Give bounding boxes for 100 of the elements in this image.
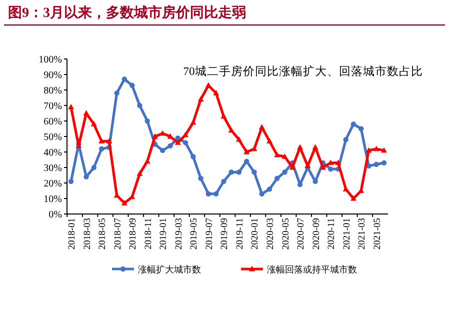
x-tick-label: 2021-03	[358, 218, 368, 250]
point	[259, 191, 264, 196]
point	[350, 195, 356, 201]
legend-label: 涨幅回落或持平城市数	[267, 264, 357, 274]
point	[289, 164, 296, 170]
point	[144, 158, 150, 164]
point	[258, 124, 265, 130]
point	[312, 144, 318, 150]
point	[236, 136, 242, 142]
point	[91, 164, 96, 170]
x-tick-label: 2019-03	[174, 218, 184, 250]
point	[190, 119, 196, 125]
point	[160, 130, 166, 136]
point	[282, 153, 288, 159]
legend-label: 涨幅扩大城市数	[138, 264, 201, 274]
point	[182, 132, 189, 138]
point	[213, 191, 219, 196]
point	[244, 158, 250, 164]
x-tick-label: 2020-07	[296, 218, 307, 250]
point	[381, 147, 387, 153]
x-tick-label: 2020-09	[312, 218, 322, 250]
point	[168, 143, 173, 148]
point	[220, 113, 227, 119]
point	[236, 170, 242, 175]
point	[114, 90, 120, 96]
point	[174, 140, 181, 145]
y-tick-label: 60%	[44, 116, 62, 128]
point	[373, 146, 380, 152]
point	[160, 148, 166, 154]
y-tick-label: 0%	[48, 210, 62, 220]
text: 70城二手房价同比涨幅扩大、回落城市数占比	[183, 64, 423, 78]
y-tick-label: 70%	[44, 101, 62, 112]
point	[343, 137, 348, 142]
point	[121, 200, 128, 206]
point	[206, 191, 212, 196]
x-tick-label: 2018-05	[98, 218, 108, 250]
point	[213, 90, 220, 96]
point	[198, 176, 204, 181]
point	[129, 82, 135, 88]
point	[252, 170, 257, 175]
point	[274, 152, 280, 158]
y-tick-label: 40%	[44, 148, 62, 158]
point	[266, 138, 272, 144]
x-tick-label: 2019-05	[190, 218, 200, 250]
point	[221, 178, 226, 184]
x-tick-label: 2018-07	[113, 218, 124, 250]
point	[328, 166, 334, 172]
point	[68, 178, 74, 184]
x-tick-label: 2019-09	[220, 218, 230, 250]
point	[251, 146, 258, 152]
x-tick-label: 2020-11	[327, 218, 338, 250]
x-tick-label: 2020-05	[281, 218, 292, 250]
point	[68, 104, 74, 110]
point	[374, 162, 379, 167]
point	[320, 164, 326, 170]
y-tick-label: 20%	[44, 178, 62, 190]
y-tick-label: 90%	[44, 70, 62, 81]
x-tick-label: 2018-09	[128, 218, 139, 250]
point	[106, 138, 112, 144]
point	[342, 186, 349, 192]
x-tick-label: 2020-01	[250, 218, 261, 250]
point	[83, 110, 90, 116]
x-tick-label: 2021-05	[372, 218, 383, 250]
point	[350, 122, 356, 127]
point	[205, 82, 212, 88]
point	[366, 147, 372, 153]
chart-title: 图9：3月以来，多数城市房价同比走弱	[8, 4, 246, 21]
point	[228, 127, 234, 132]
point	[137, 102, 142, 108]
point	[122, 76, 128, 82]
point	[274, 176, 280, 181]
point	[228, 170, 234, 175]
x-tick-label: 2019-11	[235, 218, 246, 250]
x-tick-label: 2021-01	[342, 218, 352, 250]
point	[98, 138, 105, 144]
x-tick-label: 2018-11	[144, 218, 154, 250]
point	[282, 170, 288, 175]
point	[98, 146, 104, 152]
point	[90, 120, 97, 126]
point	[297, 144, 304, 150]
point	[182, 140, 188, 146]
x-tick-label: 2019-07	[204, 218, 215, 250]
point	[381, 160, 387, 166]
point	[152, 133, 158, 139]
x-tick-label: 2018-01	[68, 218, 78, 250]
y-tick-label: 50%	[44, 132, 62, 143]
x-tick-label: 2020-03	[266, 218, 276, 250]
point	[198, 96, 204, 102]
x-tick-label: 2018-03	[82, 218, 93, 250]
point	[244, 148, 250, 154]
point	[335, 160, 342, 166]
point	[266, 186, 272, 192]
y-tick-label: 80%	[44, 86, 62, 96]
point	[358, 126, 364, 132]
y-tick-label: 100%	[38, 54, 62, 66]
y-tick-label: 10%	[44, 194, 62, 205]
point	[190, 154, 196, 160]
y-tick-label: 30%	[44, 163, 62, 174]
point	[136, 170, 143, 176]
x-tick-label: 2019-01	[159, 218, 170, 250]
